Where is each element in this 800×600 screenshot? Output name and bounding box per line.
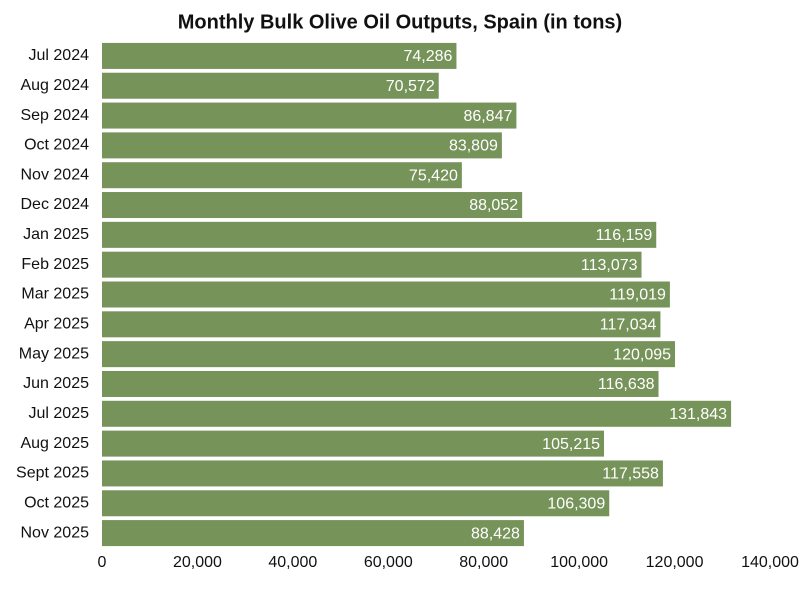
bar xyxy=(102,370,659,397)
value-label: 75,420 xyxy=(409,167,458,184)
y-tick-label: Oct 2025 xyxy=(24,494,89,511)
bar xyxy=(102,430,605,457)
y-tick-label: Aug 2025 xyxy=(20,435,89,452)
value-label: 86,847 xyxy=(463,108,512,125)
value-label: 131,843 xyxy=(669,406,727,423)
bar xyxy=(102,42,457,69)
x-tick-label: 80,000 xyxy=(459,554,508,571)
y-tick-label: Feb 2025 xyxy=(21,256,89,273)
bar xyxy=(102,251,642,278)
value-label: 70,572 xyxy=(386,78,435,95)
bar xyxy=(102,221,657,248)
value-label: 105,215 xyxy=(542,436,600,453)
value-label: 116,159 xyxy=(596,227,653,244)
bar xyxy=(102,162,462,189)
value-label: 116,638 xyxy=(598,376,655,393)
value-label: 117,558 xyxy=(602,466,659,483)
bar xyxy=(102,192,523,219)
x-tick-label: 20,000 xyxy=(173,554,222,571)
value-label: 119,019 xyxy=(609,287,666,304)
y-tick-label: Jul 2025 xyxy=(29,405,90,422)
y-tick-label: Apr 2025 xyxy=(24,316,89,333)
bar xyxy=(102,490,610,517)
x-tick-label: 140,000 xyxy=(741,554,799,571)
value-label: 88,052 xyxy=(469,197,518,214)
bar xyxy=(102,460,663,487)
value-label: 117,034 xyxy=(600,317,657,334)
bar xyxy=(102,132,502,159)
y-tick-label: Jul 2024 xyxy=(29,47,90,64)
bar xyxy=(102,72,439,99)
x-tick-label: 0 xyxy=(98,554,107,571)
x-tick-label: 40,000 xyxy=(268,554,317,571)
y-tick-label: Mar 2025 xyxy=(21,286,89,303)
value-label: 88,428 xyxy=(471,525,520,542)
y-tick-label: Nov 2024 xyxy=(21,166,90,183)
x-tick-label: 120,000 xyxy=(646,554,704,571)
y-tick-label: Aug 2024 xyxy=(20,77,89,94)
x-tick-label: 100,000 xyxy=(550,554,608,571)
y-tick-label: Nov 2025 xyxy=(21,524,90,541)
value-label: 74,286 xyxy=(404,48,453,65)
chart-title: Monthly Bulk Olive Oil Outputs, Spain (i… xyxy=(178,11,622,33)
y-tick-label: May 2025 xyxy=(19,345,89,362)
y-tick-label: Sept 2025 xyxy=(16,465,89,482)
bar xyxy=(102,520,524,547)
y-tick-label: Oct 2024 xyxy=(24,137,89,154)
bar xyxy=(102,281,670,308)
bar xyxy=(102,400,732,427)
x-tick-label: 60,000 xyxy=(364,554,413,571)
bar xyxy=(102,311,661,338)
y-tick-label: Jan 2025 xyxy=(23,226,89,243)
y-tick-label: Jun 2025 xyxy=(23,375,89,392)
value-label: 106,309 xyxy=(547,495,605,512)
y-tick-label: Dec 2024 xyxy=(21,196,90,213)
value-label: 120,095 xyxy=(613,346,671,363)
value-label: 113,073 xyxy=(581,257,638,274)
bar xyxy=(102,341,676,368)
y-tick-label: Sep 2024 xyxy=(20,107,89,124)
value-label: 83,809 xyxy=(449,138,498,155)
bar xyxy=(102,102,517,129)
